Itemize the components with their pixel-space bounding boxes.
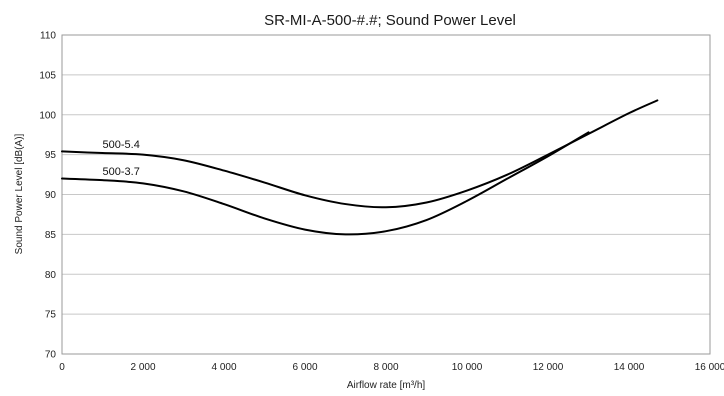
y-tick-label: 80: [45, 270, 57, 281]
series-label-0: 500-5.4: [103, 139, 140, 151]
y-axis-label: Sound Power Level [dB(A)]: [14, 133, 25, 254]
series-label-1: 500-3.7: [103, 166, 140, 178]
series-line-1: [61, 131, 590, 236]
x-tick-label: 16 000: [695, 362, 724, 373]
y-tick-label: 95: [45, 150, 57, 161]
x-axis-label: Airflow rate [m³/h]: [347, 380, 426, 391]
y-tick-label: 75: [45, 310, 57, 321]
plot-frame: [61, 34, 711, 355]
x-tick-label: 8 000: [373, 362, 398, 373]
y-tick-label: 85: [45, 230, 57, 241]
gridlines: [62, 74, 710, 315]
x-tick-label: 10 000: [452, 362, 483, 373]
y-tick-label: 90: [45, 190, 57, 201]
y-axis-ticks: 70 75 80 85 90 95 100 105 110: [39, 31, 56, 361]
y-tick-label: 70: [45, 350, 57, 361]
y-tick-label: 110: [40, 31, 56, 42]
y-tick-label: 100: [39, 110, 56, 121]
x-tick-label: 12 000: [533, 362, 564, 373]
series-line-0: [61, 99, 659, 209]
x-tick-label: 4 000: [211, 362, 236, 373]
chart-title: SR-MI-A-500-#.#; Sound Power Level: [264, 12, 516, 29]
y-tick-label: 105: [39, 70, 56, 81]
x-axis-ticks: 0 2 000 4 000 6 000 8 000 10 000 12 000 14 000 1…: [59, 362, 724, 373]
x-tick-label: 14 000: [614, 362, 645, 373]
x-tick-label: 0: [59, 362, 65, 373]
series-layer: 500-5.4 500-3.7: [61, 99, 659, 236]
x-tick-label: 6 000: [292, 362, 317, 373]
x-tick-label: 2 000: [130, 362, 155, 373]
